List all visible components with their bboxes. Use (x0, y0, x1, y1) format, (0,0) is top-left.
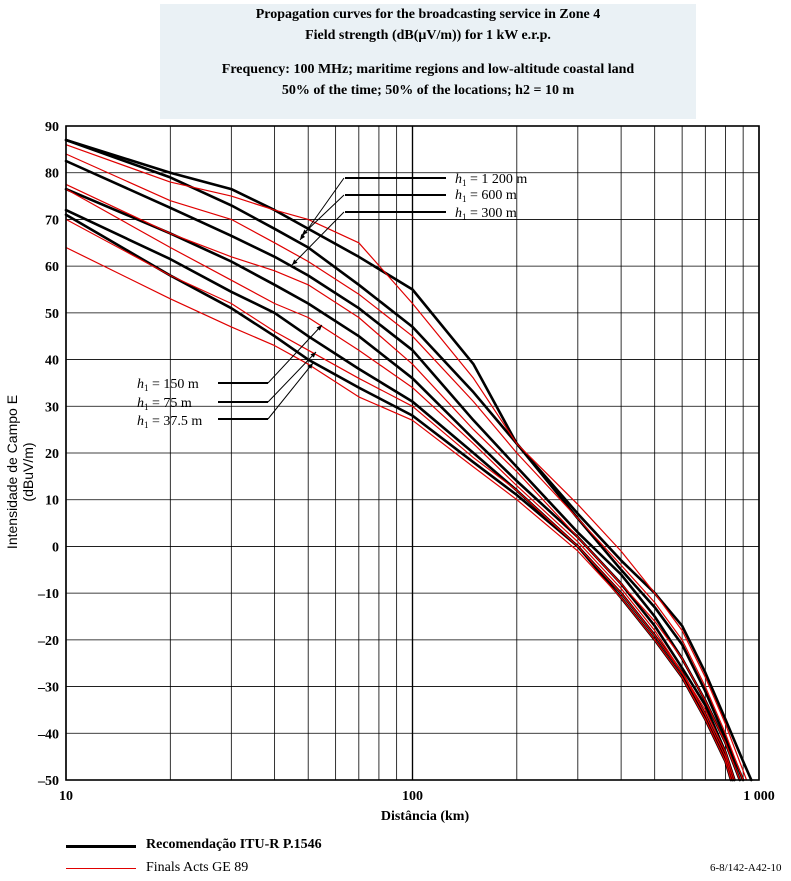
x-axis-label: Distância (km) (380, 809, 470, 824)
annotation-pointer-5 (267, 351, 317, 403)
annotation-arrowhead-1 (300, 234, 306, 240)
y-tick-label: 30 (45, 400, 59, 415)
figure-code: 6-8/142-A42-10 (710, 862, 782, 874)
series-line-itu-h1-37-5m (64, 213, 733, 782)
annotation-arrowhead-4 (316, 325, 322, 331)
annotation-pointer-6 (267, 362, 314, 420)
y-tick-label: –30 (37, 681, 59, 696)
y-tick-label: 10 (45, 494, 59, 509)
y-tick-label: 0 (52, 540, 59, 555)
annotation-arrowhead-3 (292, 259, 298, 265)
annotation-pointer-3 (291, 211, 345, 266)
chart-grid (65, 125, 760, 781)
legend-swatch-itu (66, 845, 136, 848)
y-tick-label: 80 (45, 167, 59, 182)
annotation-arrowhead-2 (302, 229, 308, 235)
annotation-label-3: h1 = 300 m (455, 206, 517, 222)
y-tick-label: 40 (45, 354, 59, 369)
x-tick-label: 10 (59, 789, 73, 804)
y-tick-label: –20 (37, 634, 59, 649)
legend-label-ge89: Finals Acts GE 89 (146, 860, 249, 875)
chart-series (64, 138, 753, 782)
series-line-ge89-h1-1200m (65, 144, 748, 781)
y-tick-label: –50 (37, 774, 59, 789)
chart-title-box: Propagation curves for the broadcasting … (160, 4, 696, 119)
chart-title-line-1: Propagation curves for the broadcasting … (255, 7, 601, 22)
annotation-pointer-2 (301, 194, 345, 236)
series-line-ge89-h1-150m (65, 188, 736, 781)
annotation-arrowhead-6 (307, 363, 313, 369)
series-line-ge89-h1-75m (65, 218, 734, 781)
y-tick-label: 70 (45, 213, 59, 228)
plot-frame (65, 125, 760, 781)
y-tick-label: 60 (45, 260, 59, 275)
x-tick-label: 100 (402, 789, 423, 804)
annotation-label-4: h1 = 150 m (137, 377, 199, 393)
y-tick-label: 20 (45, 447, 59, 462)
series-line-ge89-h1-600m (65, 153, 744, 781)
annotation-label-5: h1 = 75 m (137, 396, 192, 412)
series-line-ge89-h1-300m (65, 183, 741, 781)
chart-annotations: h1 = 1 200 mh1 = 600 m h1 = 300 m h1 = 150… (137, 172, 527, 430)
series-line-itu-h1-300m (64, 159, 742, 782)
y-tick-label: 90 (45, 120, 59, 135)
legend-swatch-ge89 (66, 868, 136, 869)
series-line-itu-h1-75m (64, 208, 735, 782)
y-tick-label: –40 (37, 727, 59, 742)
annotation-label-2: h1 = 600 m (455, 188, 517, 204)
annotation-label-1: h1 = 1 200 m (455, 172, 527, 188)
series-line-itu-h1-1200m (64, 138, 753, 782)
chart-subtitle-line-1: Frequency: 100 MHz; maritime regions and… (221, 62, 635, 77)
chart-title-line-2: Field strength (dB(μV/m)) for 1 kW e.r.p… (305, 28, 551, 43)
chart-subtitle-line-2: 50% of the time; 50% of the locations; h… (281, 83, 575, 98)
annotation-label-6: h1 = 37.5 m (137, 414, 202, 430)
series-line-itu-h1-150m (64, 187, 736, 782)
y-tick-label: 50 (45, 307, 59, 322)
annotation-pointer-4 (267, 324, 323, 384)
x-tick-label: 1 000 (743, 789, 775, 804)
series-line-itu-h1-600m (64, 138, 745, 782)
y-axis-label: Intensidade de Campo E (dBuV/m) (4, 394, 36, 550)
annotation-arrowhead-5 (310, 352, 316, 358)
series-line-ge89-h1-37-5m (65, 246, 732, 781)
legend-label-itu: Recomendação ITU-R P.1546 (146, 837, 322, 852)
y-tick-label: –10 (37, 587, 59, 602)
